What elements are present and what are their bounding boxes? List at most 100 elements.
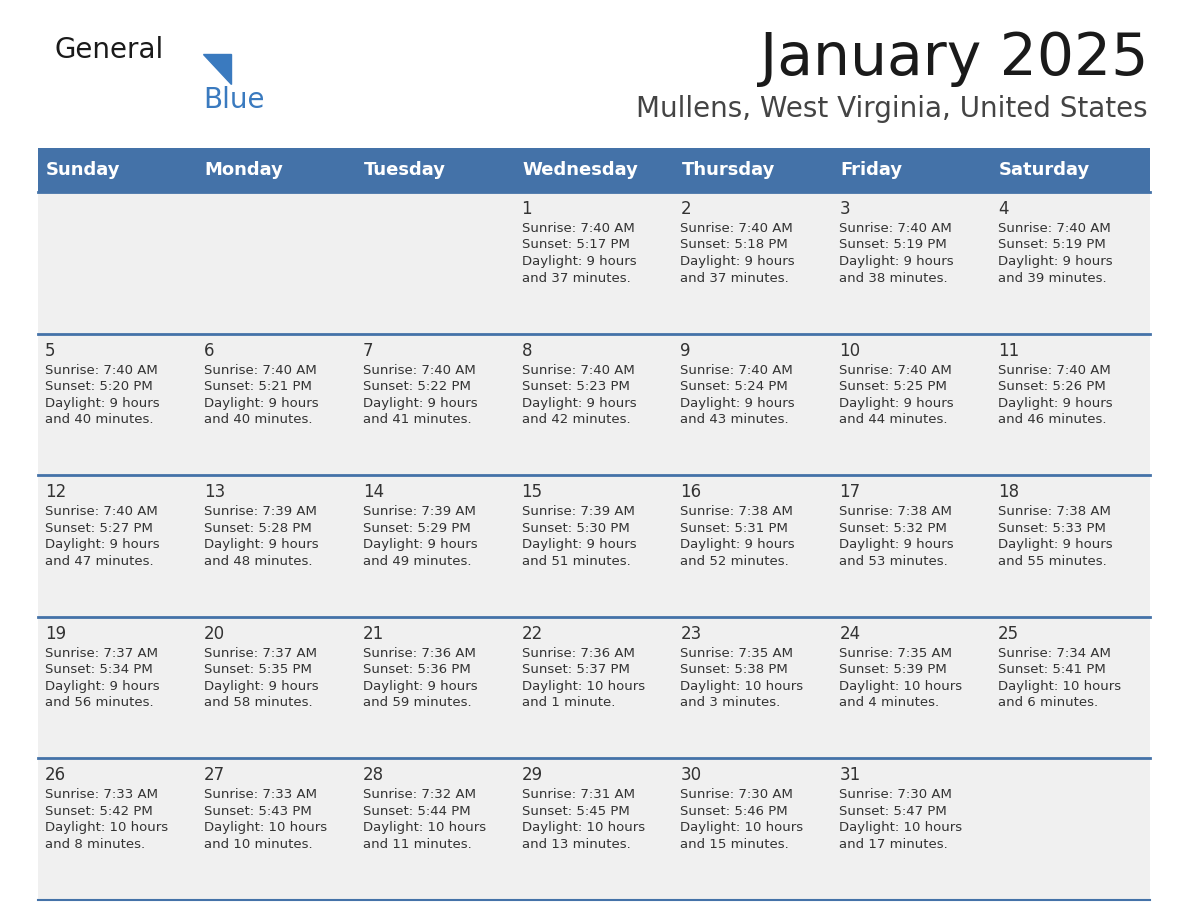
- Text: 7: 7: [362, 341, 373, 360]
- Bar: [38, 148, 197, 192]
- Text: and 13 minutes.: and 13 minutes.: [522, 838, 631, 851]
- Bar: [514, 476, 674, 617]
- Text: and 47 minutes.: and 47 minutes.: [45, 554, 153, 567]
- Text: 13: 13: [204, 483, 225, 501]
- Text: and 40 minutes.: and 40 minutes.: [204, 413, 312, 426]
- Text: Sunrise: 7:36 AM: Sunrise: 7:36 AM: [522, 647, 634, 660]
- Text: 4: 4: [998, 200, 1009, 218]
- Bar: [514, 617, 674, 758]
- Text: Sunrise: 7:40 AM: Sunrise: 7:40 AM: [45, 364, 158, 376]
- Text: Sunset: 5:34 PM: Sunset: 5:34 PM: [45, 664, 153, 677]
- Text: Sunrise: 7:36 AM: Sunrise: 7:36 AM: [362, 647, 475, 660]
- Bar: [355, 148, 514, 192]
- Text: and 1 minute.: and 1 minute.: [522, 696, 615, 710]
- Text: Daylight: 9 hours: Daylight: 9 hours: [45, 538, 159, 551]
- Text: and 3 minutes.: and 3 minutes.: [681, 696, 781, 710]
- Text: and 48 minutes.: and 48 minutes.: [204, 554, 312, 567]
- Text: Sunrise: 7:37 AM: Sunrise: 7:37 AM: [45, 647, 158, 660]
- Bar: [514, 192, 674, 333]
- Text: and 11 minutes.: and 11 minutes.: [362, 838, 472, 851]
- Text: Sunset: 5:41 PM: Sunset: 5:41 PM: [998, 664, 1106, 677]
- Text: Daylight: 9 hours: Daylight: 9 hours: [839, 538, 954, 551]
- Text: Daylight: 9 hours: Daylight: 9 hours: [522, 397, 637, 409]
- Text: and 37 minutes.: and 37 minutes.: [681, 272, 789, 285]
- Text: and 43 minutes.: and 43 minutes.: [681, 413, 789, 426]
- Text: Daylight: 9 hours: Daylight: 9 hours: [839, 397, 954, 409]
- Text: Sunrise: 7:39 AM: Sunrise: 7:39 AM: [204, 505, 317, 518]
- Bar: [514, 758, 674, 900]
- Text: January 2025: January 2025: [759, 30, 1148, 87]
- Bar: [991, 758, 1150, 900]
- Text: Sunrise: 7:40 AM: Sunrise: 7:40 AM: [839, 364, 952, 376]
- Text: Sunrise: 7:32 AM: Sunrise: 7:32 AM: [362, 789, 475, 801]
- Text: Sunset: 5:43 PM: Sunset: 5:43 PM: [204, 805, 311, 818]
- Text: Daylight: 9 hours: Daylight: 9 hours: [45, 680, 159, 693]
- Bar: [197, 476, 355, 617]
- Text: Sunset: 5:36 PM: Sunset: 5:36 PM: [362, 664, 470, 677]
- Text: Sunrise: 7:30 AM: Sunrise: 7:30 AM: [839, 789, 952, 801]
- Text: Daylight: 10 hours: Daylight: 10 hours: [839, 822, 962, 834]
- Text: Sunrise: 7:39 AM: Sunrise: 7:39 AM: [522, 505, 634, 518]
- Text: and 44 minutes.: and 44 minutes.: [839, 413, 948, 426]
- Bar: [833, 758, 991, 900]
- Text: 28: 28: [362, 767, 384, 784]
- Text: Daylight: 10 hours: Daylight: 10 hours: [839, 680, 962, 693]
- Text: 12: 12: [45, 483, 67, 501]
- Text: Sunrise: 7:33 AM: Sunrise: 7:33 AM: [204, 789, 317, 801]
- Text: Daylight: 9 hours: Daylight: 9 hours: [204, 680, 318, 693]
- Text: Sunrise: 7:31 AM: Sunrise: 7:31 AM: [522, 789, 634, 801]
- Text: and 37 minutes.: and 37 minutes.: [522, 272, 631, 285]
- Text: Monday: Monday: [204, 161, 284, 179]
- Bar: [38, 476, 197, 617]
- Text: 17: 17: [839, 483, 860, 501]
- Bar: [991, 476, 1150, 617]
- Text: and 49 minutes.: and 49 minutes.: [362, 554, 472, 567]
- Text: Daylight: 9 hours: Daylight: 9 hours: [204, 397, 318, 409]
- Text: Daylight: 9 hours: Daylight: 9 hours: [522, 538, 637, 551]
- Text: and 15 minutes.: and 15 minutes.: [681, 838, 789, 851]
- Bar: [833, 192, 991, 333]
- Text: Sunrise: 7:35 AM: Sunrise: 7:35 AM: [839, 647, 953, 660]
- Text: 3: 3: [839, 200, 849, 218]
- Bar: [674, 192, 833, 333]
- Text: Sunrise: 7:40 AM: Sunrise: 7:40 AM: [681, 364, 794, 376]
- Text: Sunset: 5:31 PM: Sunset: 5:31 PM: [681, 521, 789, 534]
- Bar: [355, 758, 514, 900]
- Text: Sunset: 5:46 PM: Sunset: 5:46 PM: [681, 805, 788, 818]
- Text: Sunset: 5:27 PM: Sunset: 5:27 PM: [45, 521, 153, 534]
- Bar: [674, 758, 833, 900]
- Text: Sunset: 5:44 PM: Sunset: 5:44 PM: [362, 805, 470, 818]
- Text: Sunset: 5:18 PM: Sunset: 5:18 PM: [681, 239, 788, 252]
- Text: Sunrise: 7:40 AM: Sunrise: 7:40 AM: [998, 222, 1111, 235]
- Text: and 4 minutes.: and 4 minutes.: [839, 696, 940, 710]
- Bar: [833, 148, 991, 192]
- Text: Daylight: 9 hours: Daylight: 9 hours: [362, 680, 478, 693]
- Text: Sunrise: 7:38 AM: Sunrise: 7:38 AM: [681, 505, 794, 518]
- Text: Daylight: 9 hours: Daylight: 9 hours: [998, 255, 1113, 268]
- Text: Daylight: 9 hours: Daylight: 9 hours: [362, 397, 478, 409]
- Text: Sunrise: 7:40 AM: Sunrise: 7:40 AM: [522, 364, 634, 376]
- Text: and 51 minutes.: and 51 minutes.: [522, 554, 631, 567]
- Text: 1: 1: [522, 200, 532, 218]
- Text: Sunset: 5:45 PM: Sunset: 5:45 PM: [522, 805, 630, 818]
- Text: Sunset: 5:17 PM: Sunset: 5:17 PM: [522, 239, 630, 252]
- Text: 5: 5: [45, 341, 56, 360]
- Text: 14: 14: [362, 483, 384, 501]
- Bar: [197, 617, 355, 758]
- Bar: [197, 148, 355, 192]
- Text: Sunset: 5:28 PM: Sunset: 5:28 PM: [204, 521, 311, 534]
- Text: Daylight: 9 hours: Daylight: 9 hours: [681, 538, 795, 551]
- Text: Sunset: 5:37 PM: Sunset: 5:37 PM: [522, 664, 630, 677]
- Text: 11: 11: [998, 341, 1019, 360]
- Text: and 38 minutes.: and 38 minutes.: [839, 272, 948, 285]
- Bar: [674, 617, 833, 758]
- Bar: [355, 192, 514, 333]
- Bar: [674, 333, 833, 476]
- Text: and 55 minutes.: and 55 minutes.: [998, 554, 1107, 567]
- Text: Daylight: 10 hours: Daylight: 10 hours: [45, 822, 169, 834]
- Text: Daylight: 9 hours: Daylight: 9 hours: [362, 538, 478, 551]
- Text: 18: 18: [998, 483, 1019, 501]
- Text: Daylight: 9 hours: Daylight: 9 hours: [681, 397, 795, 409]
- Text: Sunrise: 7:40 AM: Sunrise: 7:40 AM: [839, 222, 952, 235]
- Text: Sunset: 5:25 PM: Sunset: 5:25 PM: [839, 380, 947, 393]
